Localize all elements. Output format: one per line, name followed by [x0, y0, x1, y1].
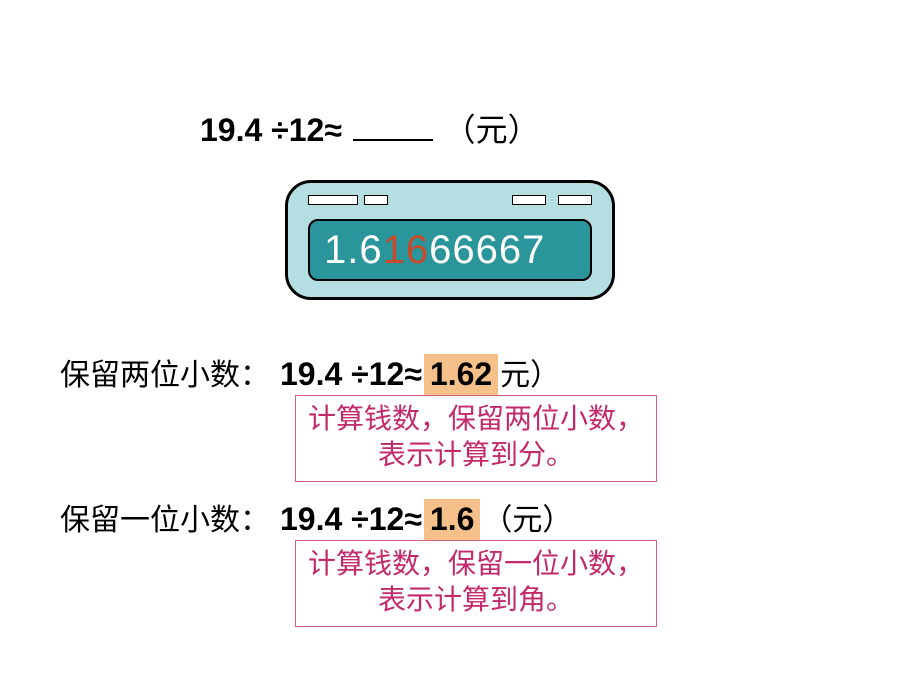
note-one-decimal: 计算钱数，保留一位小数， 表示计算到角。 [295, 540, 657, 627]
calc-button [308, 195, 358, 205]
calc-button-group-left [308, 195, 388, 205]
display-highlight: 16 [383, 228, 430, 273]
calculator-display: 1.61666667 [308, 219, 592, 281]
row2-unit: （元） [482, 495, 572, 539]
note-two-decimal: 计算钱数，保留两位小数， 表示计算到分。 [295, 395, 657, 482]
calc-button [512, 195, 546, 205]
row-one-decimal: 保留一位小数： 19.4 ÷12≈ 1.6 （元） [60, 495, 572, 540]
calc-button [364, 195, 388, 205]
top-equation: 19.4 ÷12≈ （元） [200, 105, 540, 151]
display-prefix: 1.6 [324, 228, 383, 273]
row1-answer: 1.62 [424, 354, 498, 395]
blank-underline [353, 139, 433, 141]
row-two-decimal: 保留两位小数： 19.4 ÷12≈ 1.62 元） [60, 350, 560, 395]
calculator: 1.61666667 [285, 180, 615, 300]
note1-line2: 表示计算到分。 [308, 438, 644, 474]
row2-expression: 19.4 ÷12≈ [280, 501, 422, 538]
note1-line1: 计算钱数，保留两位小数， [308, 402, 644, 438]
row2-answer: 1.6 [424, 499, 480, 540]
row1-label: 保留两位小数： [60, 350, 270, 394]
calc-button [558, 195, 592, 205]
note2-line2: 表示计算到角。 [308, 583, 644, 619]
top-expression: 19.4 ÷12≈ [200, 112, 342, 148]
calc-button-group-right [512, 195, 592, 205]
top-unit: （元） [444, 112, 540, 148]
row2-label: 保留一位小数： [60, 495, 270, 539]
display-suffix: 66667 [429, 228, 545, 273]
row1-unit: 元） [500, 350, 560, 394]
calculator-buttons [308, 195, 592, 205]
row1-expression: 19.4 ÷12≈ [280, 356, 422, 393]
note2-line1: 计算钱数，保留一位小数， [308, 547, 644, 583]
